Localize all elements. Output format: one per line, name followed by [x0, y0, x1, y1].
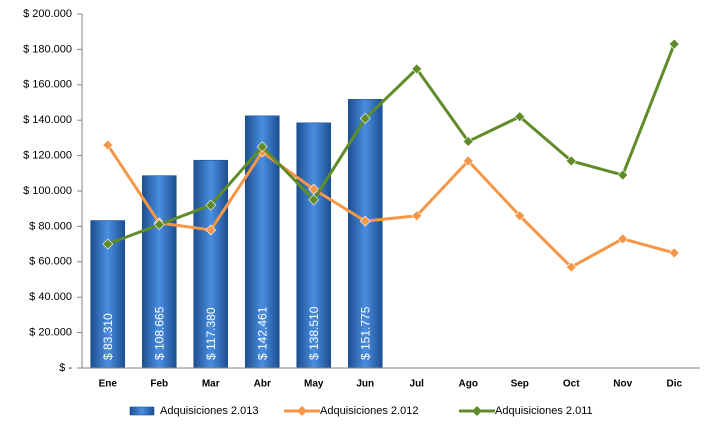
- marker: [565, 155, 577, 167]
- bar: [193, 159, 229, 369]
- marker: [205, 224, 217, 236]
- y-tick-label: $ 140.000: [23, 114, 72, 126]
- marker: [205, 199, 217, 211]
- y-tick-label: $ 100.000: [23, 185, 72, 197]
- marker: [462, 155, 474, 167]
- x-tick-label: Feb: [150, 379, 168, 390]
- marker: [411, 210, 423, 222]
- marker: [617, 169, 629, 181]
- data-label: $ 117.380: [204, 307, 218, 360]
- legend-label: Adquisiciones 2.013: [160, 405, 258, 417]
- line: [107, 43, 676, 246]
- marker: [153, 219, 165, 231]
- marker: [565, 261, 577, 273]
- y-tick-label: $ 80.000: [29, 220, 72, 232]
- line: [106, 144, 675, 269]
- y-tick-label: $ 180.000: [23, 43, 72, 55]
- legend-label: Adquisiciones 2.012: [320, 405, 418, 417]
- y-tick-label: $ -: [59, 362, 72, 374]
- legend-marker: [472, 406, 482, 416]
- marker: [256, 141, 268, 153]
- legend-swatch: [129, 406, 155, 416]
- data-label: $ 108.665: [152, 306, 166, 360]
- x-tick-label: Mar: [202, 379, 220, 390]
- data-label: $ 138.510: [307, 306, 321, 360]
- marker: [359, 215, 371, 227]
- legend-label: Adquisiciones 2.011: [495, 405, 593, 417]
- x-tick-label: Jun: [356, 379, 374, 390]
- x-tick-label: Ene: [99, 379, 118, 390]
- y-tick-label: $ 120.000: [23, 150, 72, 162]
- x-tick-label: Abr: [254, 379, 271, 390]
- y-tick-label: $ 200.000: [23, 8, 72, 20]
- marker: [668, 38, 680, 50]
- x-tick-label: Sep: [511, 379, 529, 390]
- x-tick-label: Nov: [613, 379, 632, 390]
- marker: [102, 139, 114, 151]
- marker: [617, 233, 629, 245]
- y-tick-label: $ 40.000: [29, 291, 72, 303]
- data-label: $ 83.310: [101, 313, 115, 360]
- legend-marker: [297, 406, 307, 416]
- marker: [102, 238, 114, 250]
- y-tick-label: $ 60.000: [29, 256, 72, 268]
- marker: [411, 63, 423, 75]
- x-tick-label: May: [304, 379, 324, 390]
- x-tick-label: Ago: [459, 379, 478, 390]
- x-tick-label: Jul: [410, 379, 425, 390]
- y-tick-label: $ 20.000: [29, 327, 72, 339]
- marker: [514, 111, 526, 123]
- y-tick-label: $ 160.000: [23, 79, 72, 91]
- data-label: $ 151.775: [358, 306, 372, 360]
- marker: [514, 210, 526, 222]
- x-tick-label: Dic: [666, 379, 682, 390]
- marker: [462, 136, 474, 147]
- marker: [359, 113, 371, 124]
- marker: [308, 194, 320, 206]
- marker: [308, 183, 320, 195]
- x-tick-label: Oct: [563, 379, 580, 390]
- marker: [668, 247, 680, 259]
- data-label: $ 142.461: [255, 306, 269, 360]
